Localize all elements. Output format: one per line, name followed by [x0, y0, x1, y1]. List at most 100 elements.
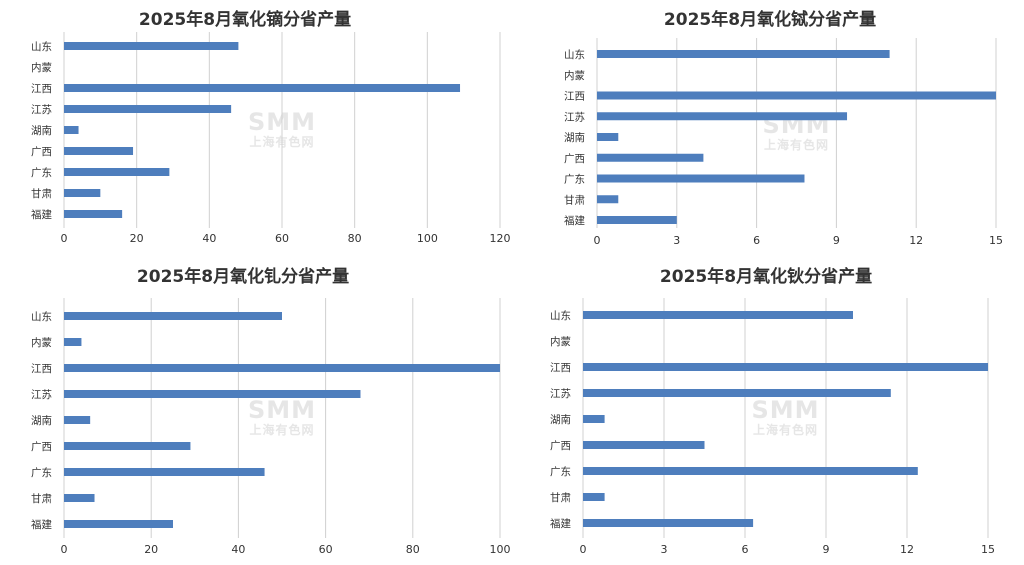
x-tick-label: 15: [989, 234, 1003, 247]
x-tick-label: 100: [490, 543, 511, 556]
bar: [597, 195, 619, 204]
bar: [597, 133, 619, 141]
category-label: 江苏: [550, 387, 571, 400]
x-tick-label: 0: [580, 543, 587, 556]
category-label: 内蒙: [564, 69, 585, 82]
bar: [597, 153, 704, 162]
category-label: 广西: [31, 441, 52, 453]
bar: [583, 389, 891, 397]
bar: [64, 84, 461, 92]
x-tick-label: 3: [673, 234, 680, 247]
x-tick-label: 0: [61, 232, 68, 245]
bar: [597, 112, 848, 121]
category-label: 甘肃: [31, 187, 52, 200]
category-label: 湖南: [31, 124, 52, 137]
bar: [64, 168, 170, 176]
x-tick-label: 40: [202, 232, 216, 245]
bar: [64, 468, 265, 476]
category-label: 山东: [31, 310, 52, 323]
bar: [583, 467, 918, 475]
x-tick-label: 60: [275, 232, 289, 245]
category-label: 广东: [31, 466, 52, 479]
bar: [64, 312, 282, 320]
watermark-brand: SMM: [751, 396, 819, 424]
bar: [597, 216, 677, 224]
chart-title: 2025年8月氧化镝分省产量: [139, 9, 351, 30]
category-label: 福建: [31, 518, 52, 531]
category-label: 湖南: [564, 131, 585, 144]
bar: [64, 494, 95, 502]
bar: [64, 105, 232, 113]
x-tick-label: 12: [900, 543, 914, 556]
category-label: 湖南: [31, 414, 52, 427]
x-tick-label: 9: [833, 234, 840, 247]
bar: [583, 415, 605, 423]
bar: [64, 364, 500, 372]
category-label: 内蒙: [550, 335, 571, 348]
bar: [64, 189, 101, 197]
bar: [64, 126, 79, 134]
watermark-brand-cn: 上海有色网: [764, 137, 829, 152]
category-label: 内蒙: [31, 61, 52, 74]
x-tick-label: 80: [406, 543, 420, 556]
category-label: 江苏: [31, 103, 52, 116]
watermark-brand-cn: 上海有色网: [753, 422, 818, 437]
x-tick-label: 20: [144, 543, 158, 556]
category-label: 江西: [564, 91, 585, 103]
x-tick-label: 100: [417, 232, 438, 245]
x-tick-label: 12: [909, 234, 923, 247]
x-tick-label: 6: [753, 234, 760, 247]
category-label: 福建: [564, 214, 585, 227]
bar: [583, 519, 754, 527]
bar: [64, 520, 173, 528]
x-tick-label: 6: [742, 543, 749, 556]
bar: [64, 416, 91, 424]
x-tick-label: 15: [981, 543, 995, 556]
category-label: 江西: [31, 83, 52, 95]
category-label: 内蒙: [31, 336, 52, 349]
bar: [64, 390, 361, 398]
x-tick-label: 40: [231, 543, 245, 556]
category-label: 广东: [550, 465, 571, 478]
x-tick-label: 80: [348, 232, 362, 245]
category-label: 广西: [31, 146, 52, 158]
bar: [597, 50, 890, 58]
bar: [64, 42, 239, 50]
x-tick-label: 120: [490, 232, 511, 245]
bar: [583, 493, 605, 501]
bar: [597, 174, 805, 183]
category-label: 山东: [550, 309, 571, 322]
category-label: 广西: [564, 153, 585, 165]
category-label: 广东: [564, 173, 585, 186]
bar: [597, 91, 996, 100]
category-label: 福建: [550, 517, 571, 530]
category-label: 山东: [564, 48, 585, 61]
x-tick-label: 9: [823, 543, 830, 556]
x-tick-label: 3: [661, 543, 668, 556]
x-tick-label: 20: [130, 232, 144, 245]
category-label: 江西: [550, 362, 571, 374]
bar: [64, 442, 191, 450]
chart-title: 2025年8月氧化铽分省产量: [664, 9, 876, 30]
bar: [64, 210, 123, 218]
x-tick-label: 0: [61, 543, 68, 556]
chart-title: 2025年8月氧化钆分省产量: [137, 266, 349, 287]
category-label: 广西: [550, 440, 571, 452]
bar: [64, 338, 82, 346]
category-label: 甘肃: [550, 491, 571, 504]
x-tick-label: 0: [594, 234, 601, 247]
category-label: 山东: [31, 40, 52, 53]
category-label: 甘肃: [564, 193, 585, 206]
category-label: 江西: [31, 363, 52, 375]
bar: [64, 147, 134, 155]
chart-title: 2025年8月氧化钬分省产量: [660, 266, 872, 287]
category-label: 湖南: [550, 413, 571, 426]
watermark-brand-cn: 上海有色网: [249, 422, 314, 437]
bar: [583, 441, 705, 449]
category-label: 甘肃: [31, 492, 52, 505]
category-label: 江苏: [564, 110, 585, 123]
